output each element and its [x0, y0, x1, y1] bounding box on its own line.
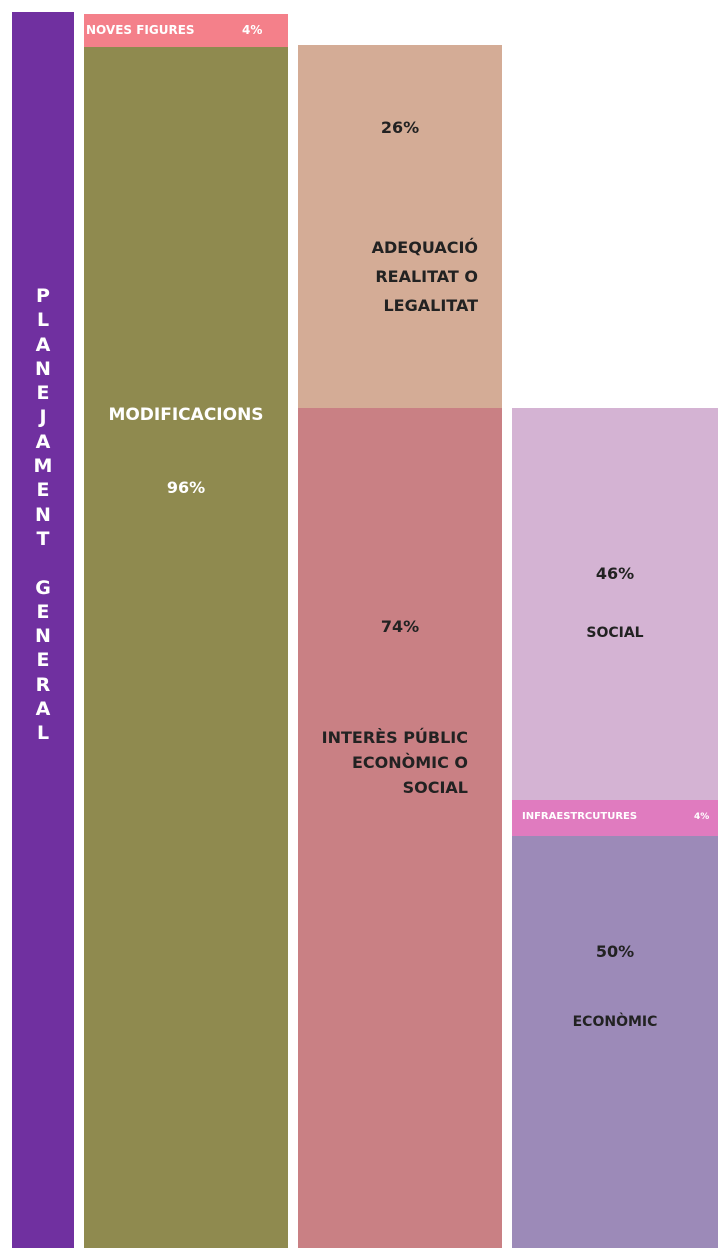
side-letter: R: [35, 673, 51, 696]
label: NOVES FIGURES: [86, 23, 195, 37]
side-letter: L: [36, 722, 50, 745]
side-letter: [12, 551, 74, 575]
label: ECONÒMIC: [572, 1014, 658, 1030]
side-letter: E: [36, 600, 50, 623]
side-letter: A: [35, 698, 51, 721]
side-letter: P: [36, 285, 50, 307]
side-letter: J: [39, 406, 47, 429]
side-letter: A: [35, 430, 51, 453]
block: NOVES FIGURES 4%: [84, 14, 288, 47]
block: INFRAESTRCUTURES 4%: [512, 800, 718, 836]
block: 50% ECONÒMIC: [512, 836, 718, 1248]
label: INTERÈS PÚBLIC ECONÒMIC O SOCIAL: [321, 728, 468, 797]
value: 26%: [380, 118, 420, 137]
side-letter: E: [36, 479, 50, 502]
side-letter: G: [35, 576, 51, 599]
label: INFRAESTRCUTURES: [522, 811, 638, 822]
value: 4%: [242, 23, 263, 37]
block: 74% INTERÈS PÚBLIC ECONÒMIC O SOCIAL: [298, 408, 502, 1248]
side-letter: E: [36, 382, 50, 405]
label: SOCIAL: [586, 625, 644, 641]
label: ADEQUACIÓ REALITAT O LEGALITAT: [371, 238, 478, 315]
value: 96%: [166, 478, 206, 497]
block: 26% ADEQUACIÓ REALITAT O LEGALITAT: [298, 45, 502, 408]
side-letter: L: [36, 309, 50, 332]
side-letter: M: [33, 455, 53, 478]
block: 46% SOCIAL: [512, 408, 718, 800]
value: 46%: [595, 564, 635, 583]
value: 74%: [380, 617, 420, 636]
label: MODIFICACIONS: [108, 405, 264, 425]
side-letter: N: [35, 503, 51, 526]
side-letter: T: [36, 527, 50, 550]
side-letter: E: [36, 649, 50, 672]
side-letter: N: [35, 625, 51, 648]
block: MODIFICACIONS 96%: [84, 47, 288, 1248]
value: 4%: [694, 812, 710, 822]
side-letter: N: [35, 357, 51, 380]
side-letter: A: [35, 333, 51, 356]
value: 50%: [595, 942, 635, 961]
